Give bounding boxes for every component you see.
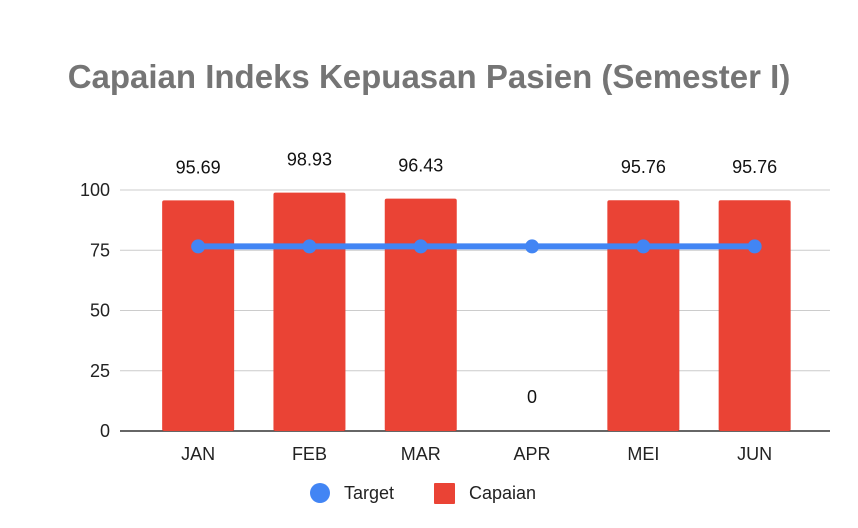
x-tick-label: FEB: [292, 444, 327, 464]
target-point: [747, 239, 762, 254]
bar-feb: [273, 192, 346, 431]
legend-target-label: Target: [344, 483, 394, 503]
x-tick-label: JAN: [181, 444, 215, 464]
x-tick-label: APR: [514, 444, 551, 464]
y-tick-label: 25: [90, 361, 110, 381]
legend-capaian-marker: [434, 483, 455, 504]
x-tick-label: MAR: [401, 444, 441, 464]
data-label: 98.93: [287, 150, 332, 170]
target-point: [636, 239, 651, 254]
bar-jan: [162, 200, 235, 431]
chart-title: Capaian Indeks Kepuasan Pasien (Semester…: [67, 58, 791, 95]
data-label: 95.76: [732, 157, 777, 177]
data-label: 95.76: [621, 157, 666, 177]
y-tick-label: 75: [90, 240, 110, 260]
bar-mei: [607, 200, 680, 431]
x-tick-label: JUN: [737, 444, 772, 464]
data-label: 0: [527, 387, 537, 407]
legend-target-marker: [310, 483, 330, 503]
target-point: [302, 239, 317, 254]
target-point: [413, 239, 428, 254]
legend-capaian-label: Capaian: [469, 483, 536, 503]
data-label: 95.69: [176, 157, 221, 177]
bar-mar: [384, 198, 457, 431]
y-tick-label: 100: [80, 180, 110, 200]
x-tick-label: MEI: [627, 444, 659, 464]
y-tick-label: 50: [90, 301, 110, 321]
data-label: 96.43: [398, 156, 443, 176]
target-point: [525, 239, 540, 254]
y-tick-label: 0: [100, 421, 110, 441]
bar-jun: [718, 200, 791, 431]
target-point: [191, 239, 206, 254]
